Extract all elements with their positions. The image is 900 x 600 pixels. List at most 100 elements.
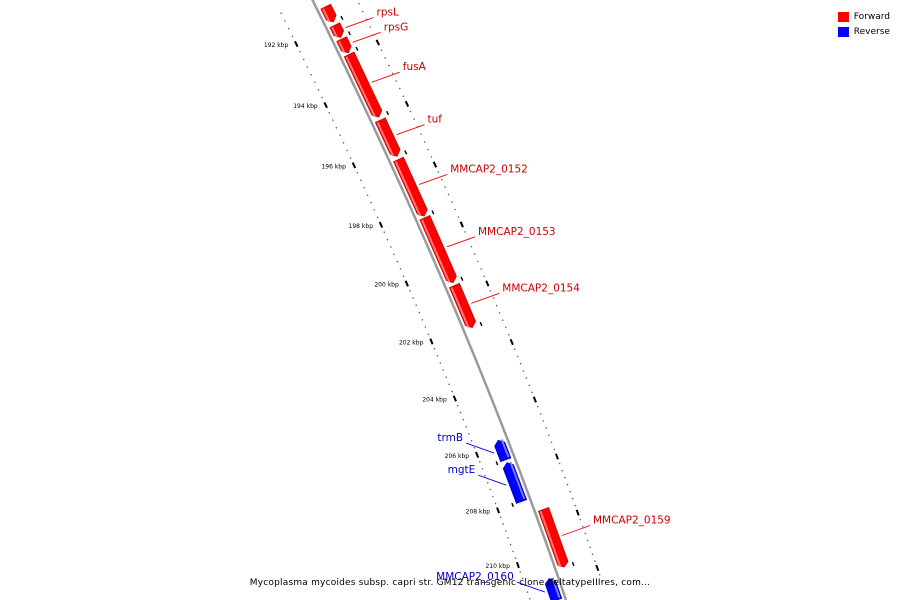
backbone-line: [311, 0, 568, 600]
dot-left: [418, 311, 421, 314]
dot-right: [420, 133, 422, 136]
dot-right: [545, 427, 547, 429]
dot-right: [505, 326, 507, 329]
dot-right: [522, 370, 525, 372]
dot-left: [494, 502, 497, 505]
dot-right: [413, 118, 415, 120]
tick-dots: [280, 2, 603, 600]
dot-left: [509, 543, 512, 546]
dot-left: [451, 390, 453, 393]
dot-left: [439, 362, 442, 364]
gene-label-mmcap2_0159: MMCAP2_0159: [593, 515, 671, 527]
gene-end-tick: [404, 150, 408, 155]
axis-tick-mark: [429, 338, 434, 345]
dot-right: [598, 574, 601, 576]
dot-left: [445, 376, 448, 379]
axis-tick-mark-right: [375, 39, 381, 46]
axis-tick-label: 208 kbp: [466, 508, 491, 515]
gene-label-rpsl: rpsL: [377, 7, 399, 19]
gene-arrow-highlight: [501, 439, 510, 458]
dot-left: [528, 598, 531, 600]
axis-tick-mark-right: [432, 161, 438, 168]
dot-left: [314, 81, 316, 84]
dot-right: [451, 201, 453, 203]
dot-right: [395, 80, 398, 82]
gene-leader-line: [345, 17, 374, 29]
dot-right: [380, 49, 383, 51]
dot-left: [526, 591, 529, 593]
axis-tick-mark-right: [459, 221, 464, 228]
dot-left: [346, 149, 348, 152]
dot-left: [448, 383, 450, 386]
gene-label-fusa: fusA: [403, 61, 427, 73]
dot-right: [384, 57, 387, 59]
gene-arrow-highlight: [376, 122, 394, 157]
dot-right: [477, 260, 479, 263]
dot-left: [280, 12, 282, 14]
dot-left: [363, 186, 366, 189]
dot-right: [569, 490, 571, 493]
dot-left: [415, 304, 418, 307]
dot-right: [402, 95, 405, 98]
axis-tick-mark-right: [532, 396, 537, 403]
dot-right: [584, 532, 586, 535]
axis-tick-label: 200 kbp: [374, 282, 399, 289]
gene-leader-line: [396, 124, 425, 136]
dot-left: [468, 433, 470, 435]
gene-arrow-highlight: [421, 219, 450, 283]
gene-features: [320, 3, 569, 600]
gene-leader-line: [419, 173, 448, 185]
dot-right: [369, 26, 372, 28]
dot-left: [373, 209, 376, 211]
dot-right: [561, 469, 563, 472]
dot-right: [508, 333, 510, 336]
dot-right: [492, 297, 495, 300]
axis-tick-mark-right: [554, 453, 559, 460]
gene-label-rpsg: rpsG: [384, 21, 409, 33]
dot-left: [396, 260, 399, 263]
dot-right: [457, 216, 460, 218]
dot-left: [317, 89, 320, 91]
dot-left: [424, 326, 427, 328]
gene-label-mgte: mgtE: [448, 464, 476, 476]
dot-left: [291, 35, 294, 38]
dot-right: [601, 580, 603, 583]
axis-tick-mark-right: [404, 100, 410, 108]
dot-left: [376, 216, 379, 219]
dot-right: [441, 178, 443, 181]
dot-left: [465, 426, 467, 428]
dot-left: [321, 96, 323, 99]
dot-right: [558, 462, 561, 465]
dot-right: [423, 141, 426, 143]
dot-right: [571, 497, 574, 500]
axis-tick-mark: [323, 101, 328, 109]
dot-left: [335, 127, 338, 129]
dot-left: [332, 119, 334, 121]
dot-left: [342, 142, 345, 144]
gene-arrow-highlight: [322, 8, 330, 23]
dot-left: [486, 481, 489, 484]
dot-right: [483, 275, 486, 278]
gene-leader-line: [478, 474, 507, 486]
dot-left: [499, 516, 502, 518]
axis-tick-mark: [378, 221, 384, 229]
legend-forward: Forward: [837, 9, 890, 24]
gene-end-tick: [460, 276, 464, 281]
dot-left: [514, 557, 517, 559]
dot-right: [525, 377, 528, 379]
axis-tick-mark-right: [485, 280, 490, 287]
axis-tick-mark: [452, 395, 457, 402]
gene-leader-line: [516, 581, 545, 593]
gene-label-mmcap2_0154: MMCAP2_0154: [502, 282, 580, 294]
dot-left: [481, 468, 484, 470]
gene-label-trmb: trmB: [437, 432, 463, 444]
axis-tick-mark: [294, 40, 299, 48]
dot-right: [495, 304, 498, 307]
dot-right: [447, 193, 450, 196]
dot-right: [427, 148, 429, 151]
dot-right: [581, 525, 584, 528]
dot-left: [504, 530, 507, 532]
legend-swatch-reverse: [837, 26, 849, 37]
dot-right: [516, 355, 519, 358]
